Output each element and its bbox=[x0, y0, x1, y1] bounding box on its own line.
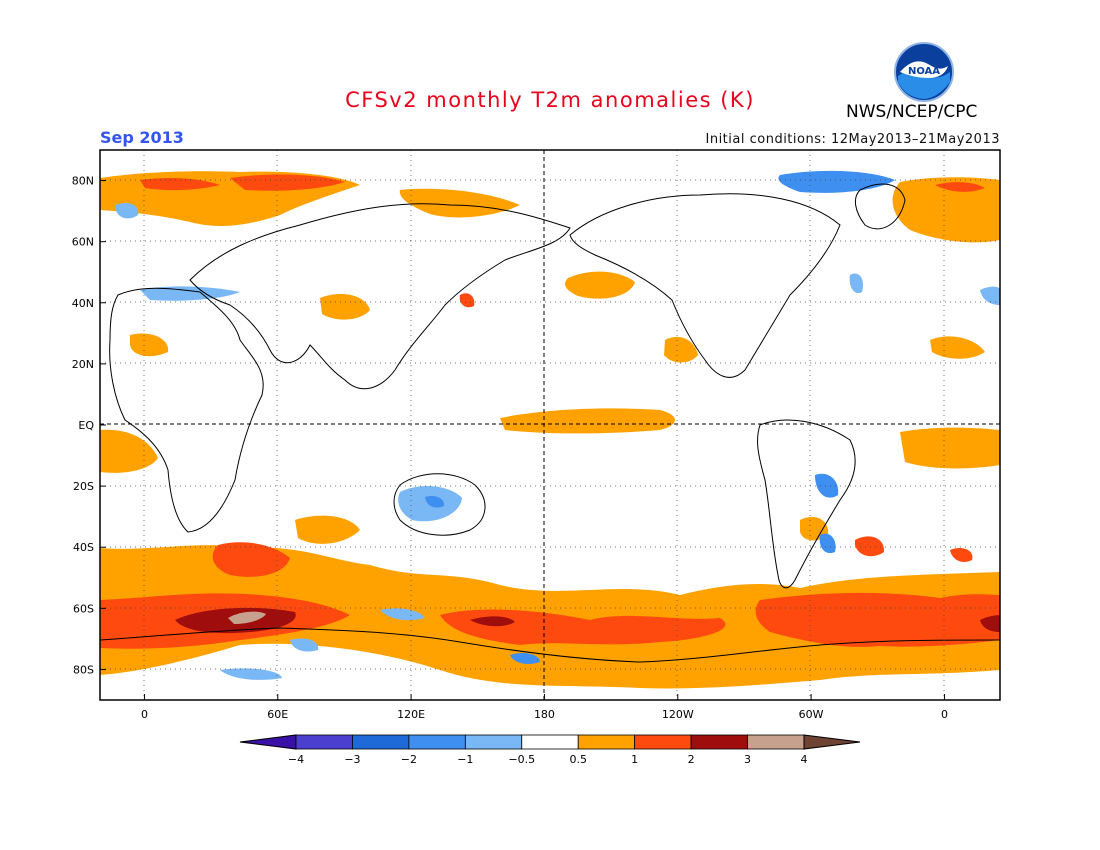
colorbar-label: 1 bbox=[631, 753, 638, 766]
colorbar-segment bbox=[690, 734, 748, 750]
lon-tick-label: 60W bbox=[799, 708, 824, 721]
lon-tick-label: 180 bbox=[534, 708, 555, 721]
colorbar-segment bbox=[464, 734, 523, 750]
colorbar-segment bbox=[408, 734, 466, 750]
colorbar-label: 3 bbox=[744, 753, 751, 766]
axis-ticks: 80N 60N 40N 20N EQ 20S 40S 60S 80S 0 60E 120E 180 120… bbox=[72, 175, 948, 721]
lon-tick-label: 120W bbox=[662, 708, 694, 721]
map-title: CFSv2 monthly T2m anomalies (K) bbox=[345, 88, 755, 112]
greenland-coastline bbox=[854, 183, 906, 230]
lat-tick-label: 40N bbox=[72, 297, 94, 310]
lat-tick-label: 20S bbox=[73, 480, 94, 493]
agency-label: NWS/NCEP/CPC bbox=[846, 102, 978, 122]
north-america-coastline bbox=[569, 193, 841, 378]
logo-text: NOAA bbox=[908, 66, 940, 77]
colorbar-left-arrow bbox=[239, 734, 297, 750]
africa-coastline bbox=[109, 287, 264, 533]
initial-conditions-label: Initial conditions: 12May2013–21May2013 bbox=[705, 132, 1000, 147]
grid-lines bbox=[100, 150, 1000, 700]
lon-tick-label: 0 bbox=[141, 708, 148, 721]
forecast-month-label: Sep 2013 bbox=[100, 128, 184, 147]
australia-coastline bbox=[393, 473, 486, 536]
colorbar-segment bbox=[747, 734, 805, 750]
colorbar-label: −3 bbox=[344, 753, 360, 766]
colorbar-segment bbox=[634, 734, 692, 750]
colorbar-label: 0.5 bbox=[569, 753, 587, 766]
coastlines bbox=[100, 183, 1000, 663]
colorbar-segment bbox=[577, 734, 636, 750]
lat-tick-label: 80S bbox=[73, 663, 94, 676]
noaa-logo-icon: NOAA bbox=[894, 42, 954, 102]
lat-tick-label: 60N bbox=[72, 236, 94, 249]
colorbar-label: −1 bbox=[457, 753, 473, 766]
lat-tick-label: 20N bbox=[72, 358, 94, 371]
colorbar-right-arrow bbox=[803, 734, 861, 750]
colorbar-segment bbox=[352, 734, 410, 750]
lat-tick-label: 40S bbox=[73, 541, 94, 554]
lon-tick-label: 60E bbox=[267, 708, 288, 721]
colorbar-label: 2 bbox=[688, 753, 695, 766]
colorbar-label: −0.5 bbox=[508, 753, 535, 766]
lon-tick-label: 0 bbox=[941, 708, 948, 721]
eurasia-coastline bbox=[189, 203, 571, 390]
colorbar-label: 4 bbox=[801, 753, 808, 766]
antarctica-coastline bbox=[100, 627, 1000, 663]
colorbar-segment bbox=[521, 734, 579, 750]
lat-tick-label: 80N bbox=[72, 175, 94, 188]
colorbar: −4 −3 −2 −1 −0.5 0.5 1 2 3 4 bbox=[239, 734, 861, 766]
lon-tick-label: 120E bbox=[397, 708, 425, 721]
colorbar-label: −4 bbox=[288, 753, 304, 766]
colorbar-label: −2 bbox=[401, 753, 417, 766]
south-america-coastline bbox=[757, 419, 856, 589]
colorbar-segment bbox=[295, 734, 353, 750]
lat-tick-label: 60S bbox=[73, 602, 94, 615]
lat-tick-label: EQ bbox=[78, 419, 94, 432]
